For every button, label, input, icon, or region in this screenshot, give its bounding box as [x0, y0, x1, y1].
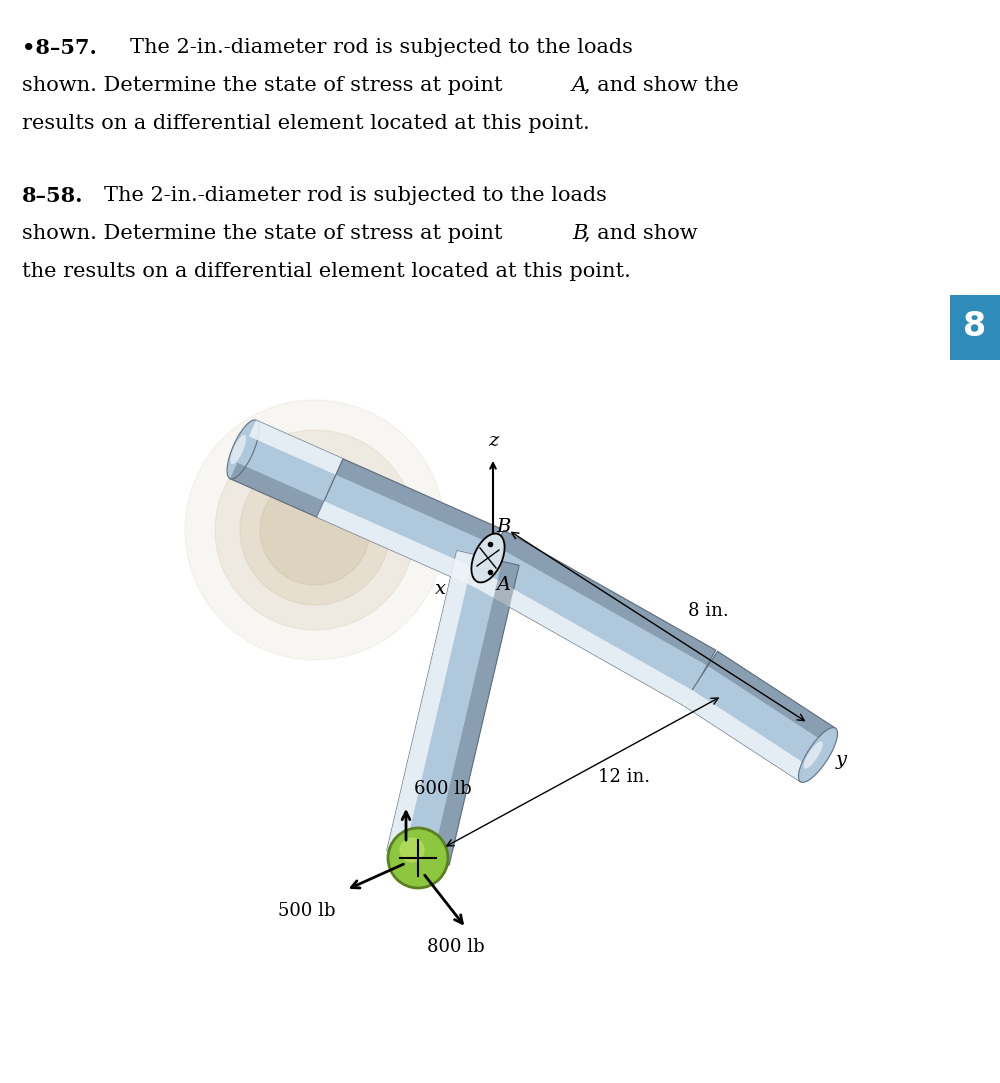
Text: 800 lb: 800 lb: [427, 938, 485, 956]
Polygon shape: [432, 561, 519, 865]
Ellipse shape: [798, 728, 838, 782]
Text: , and show: , and show: [584, 224, 698, 243]
Circle shape: [185, 400, 445, 660]
Circle shape: [260, 475, 370, 585]
Text: x: x: [435, 580, 446, 598]
Polygon shape: [495, 531, 716, 665]
Text: The 2-in.-diameter rod is subjected to the loads: The 2-in.-diameter rod is subjected to t…: [104, 186, 607, 205]
Text: A: A: [496, 576, 510, 593]
Text: , and show the: , and show the: [584, 76, 739, 95]
Text: y: y: [836, 751, 847, 769]
Text: 500 lb: 500 lb: [278, 902, 336, 919]
Circle shape: [240, 455, 390, 605]
Polygon shape: [472, 531, 716, 706]
Text: 600 lb: 600 lb: [414, 780, 472, 798]
Text: B: B: [496, 518, 510, 536]
Text: A: A: [572, 76, 587, 95]
Polygon shape: [249, 420, 343, 474]
Circle shape: [388, 828, 448, 888]
Text: shown. Determine the state of stress at point: shown. Determine the state of stress at …: [22, 224, 509, 243]
Polygon shape: [708, 651, 835, 743]
FancyBboxPatch shape: [950, 295, 1000, 360]
Polygon shape: [230, 462, 324, 518]
Polygon shape: [230, 420, 343, 518]
Text: the results on a differential element located at this point.: the results on a differential element lo…: [22, 262, 631, 280]
Ellipse shape: [227, 420, 259, 479]
Text: 8: 8: [963, 311, 987, 343]
Ellipse shape: [230, 434, 246, 465]
Text: 12 in.: 12 in.: [598, 768, 650, 786]
Text: •8–57.: •8–57.: [22, 38, 97, 58]
Polygon shape: [387, 551, 474, 854]
Polygon shape: [387, 551, 519, 865]
Polygon shape: [683, 651, 835, 782]
Polygon shape: [683, 690, 810, 782]
Polygon shape: [317, 459, 501, 587]
Circle shape: [215, 430, 415, 630]
Ellipse shape: [471, 534, 505, 583]
Text: 8 in.: 8 in.: [688, 602, 729, 621]
Text: results on a differential element located at this point.: results on a differential element locate…: [22, 114, 590, 133]
Polygon shape: [336, 459, 501, 545]
Circle shape: [399, 837, 425, 862]
Text: z: z: [488, 432, 498, 451]
Text: 8–58.: 8–58.: [22, 186, 84, 206]
Polygon shape: [472, 571, 693, 706]
Text: The 2-in.-diameter rod is subjected to the loads: The 2-in.-diameter rod is subjected to t…: [130, 38, 633, 57]
Text: B: B: [572, 224, 587, 243]
Text: shown. Determine the state of stress at point: shown. Determine the state of stress at …: [22, 76, 509, 95]
Ellipse shape: [804, 742, 823, 769]
Polygon shape: [317, 501, 482, 587]
